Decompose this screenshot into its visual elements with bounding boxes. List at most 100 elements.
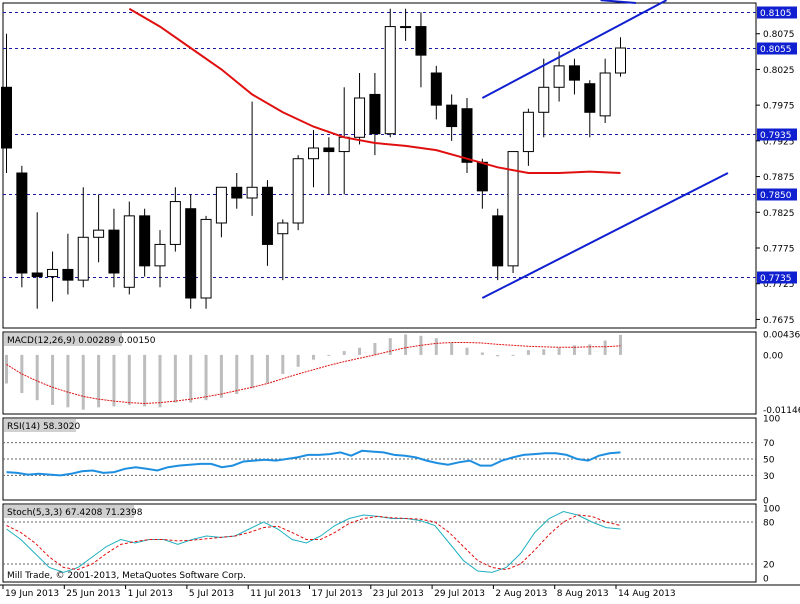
price-level-label-bg <box>757 6 797 19</box>
candle <box>277 219 289 281</box>
candle-body <box>400 26 412 29</box>
candle-body <box>522 111 534 153</box>
candle-body <box>215 186 227 224</box>
macd-bar <box>557 347 561 355</box>
panel-frame-1 <box>2 331 757 415</box>
candle-body <box>62 268 74 281</box>
candle-body <box>615 47 626 74</box>
time-tick-label: 19 Jun 2013 <box>5 589 59 599</box>
panel-frame-3 <box>2 503 757 583</box>
trend-line <box>600 0 636 4</box>
candle-body <box>584 83 596 113</box>
candle-body <box>538 86 550 113</box>
candle-body <box>31 272 43 278</box>
candle <box>568 58 580 95</box>
candle <box>261 180 273 266</box>
candle <box>93 194 105 263</box>
macd-bar <box>173 354 177 403</box>
candle-body <box>93 229 105 238</box>
macd-bar <box>511 354 515 356</box>
trend-line <box>481 0 668 99</box>
time-tick-label: 17 Jul 2013 <box>312 589 363 599</box>
time-tick-label: 29 Jul 2013 <box>434 589 485 599</box>
candle-body <box>308 147 319 160</box>
price-level-label-bg <box>757 271 797 284</box>
rsi-tick-label: 100 <box>763 415 780 425</box>
macd-bar <box>404 334 408 355</box>
time-tick-label: 1 Jul 2013 <box>128 589 173 599</box>
candle <box>599 58 611 123</box>
macd-bar <box>66 354 70 408</box>
price-tick-label: 0.7725 <box>763 280 795 290</box>
macd-bar <box>542 349 546 355</box>
candle <box>292 155 304 231</box>
candle <box>507 151 519 273</box>
time-tick-label: 5 Jul 2013 <box>189 589 234 599</box>
candle <box>584 80 596 138</box>
price-level-label-bg <box>757 128 797 141</box>
time-tick-label: 8 Aug 2013 <box>557 589 609 599</box>
price-tick-label: 0.8075 <box>763 30 795 40</box>
stoch-label: Stoch(5,3,3) 67.4208 71.2398 <box>7 508 143 518</box>
stoch-tick-label: 20 <box>763 561 775 571</box>
rsi-tick-label: 70 <box>763 439 775 449</box>
macd-bar <box>419 335 423 355</box>
price-level-label: 0.8055 <box>760 45 792 55</box>
macd-bar <box>327 354 331 356</box>
candle-body <box>261 186 273 245</box>
candle <box>16 165 28 288</box>
candle-body <box>1 86 12 149</box>
rsi-line <box>6 449 621 477</box>
candle-body <box>338 136 350 153</box>
macd-label: MACD(12,26,9) 0.00289 0.00150 <box>7 336 156 346</box>
candle-body <box>47 268 59 278</box>
trend-lines <box>481 0 729 299</box>
macd-bar <box>5 354 8 384</box>
price-tick-label: 0.7925 <box>763 137 795 147</box>
macd-bar <box>189 354 193 403</box>
macd-bar <box>619 334 622 355</box>
macd-bar <box>112 354 116 407</box>
candle-body <box>599 72 611 117</box>
candle <box>354 73 366 145</box>
candle-body <box>461 108 473 163</box>
candle-body <box>492 215 504 267</box>
candle <box>615 37 626 77</box>
candle-body <box>246 186 258 199</box>
candle-body <box>430 72 442 106</box>
macd-axis: 0.00436 0.00 -0.01146 <box>763 331 800 416</box>
candle <box>123 201 135 295</box>
macd-tick-label: -0.01146 <box>763 406 800 416</box>
candle-body <box>277 222 289 235</box>
macd-bar <box>97 354 101 408</box>
macd-bar <box>388 338 392 355</box>
stoch-tick-label: 0 <box>763 575 769 585</box>
macd-bar <box>265 354 269 384</box>
candle <box>384 8 396 138</box>
candle <box>215 186 227 238</box>
footer-copyright: Mill Trade, © 2001-2013, MetaQuotes Soft… <box>7 571 246 581</box>
candle <box>231 173 243 209</box>
candle-body <box>231 186 243 199</box>
macd-bar <box>342 351 346 355</box>
price-axis-ticks: 0.8075 0.8025 0.7975 0.7925 0.7875 0.7825 0.77… <box>756 30 795 326</box>
macd-bar <box>603 340 607 355</box>
panel-frame-0 <box>2 2 757 329</box>
macd-bar <box>143 354 147 407</box>
candle-body <box>292 158 304 224</box>
stoch-tick-label: 80 <box>763 519 775 529</box>
price-level-label: 0.8105 <box>760 9 792 19</box>
macd-bar <box>450 342 454 355</box>
macd-bar <box>204 354 208 401</box>
price-level-label: 0.7735 <box>760 274 792 284</box>
candle <box>308 130 319 188</box>
time-tick-label: 25 Jun 2013 <box>66 589 120 599</box>
trend-line <box>481 172 729 299</box>
time-tick-label: 11 Jul 2013 <box>250 589 301 599</box>
time-axis: 19 Jun 2013 25 Jun 2013 1 Jul 2013 5 Jul 20… <box>2 585 676 599</box>
rsi-label-bg <box>4 419 76 432</box>
candle <box>522 108 534 166</box>
rsi-tick-label: 30 <box>763 472 775 482</box>
candle-body <box>139 215 151 267</box>
time-tick-label: 23 Jul 2013 <box>373 589 424 599</box>
